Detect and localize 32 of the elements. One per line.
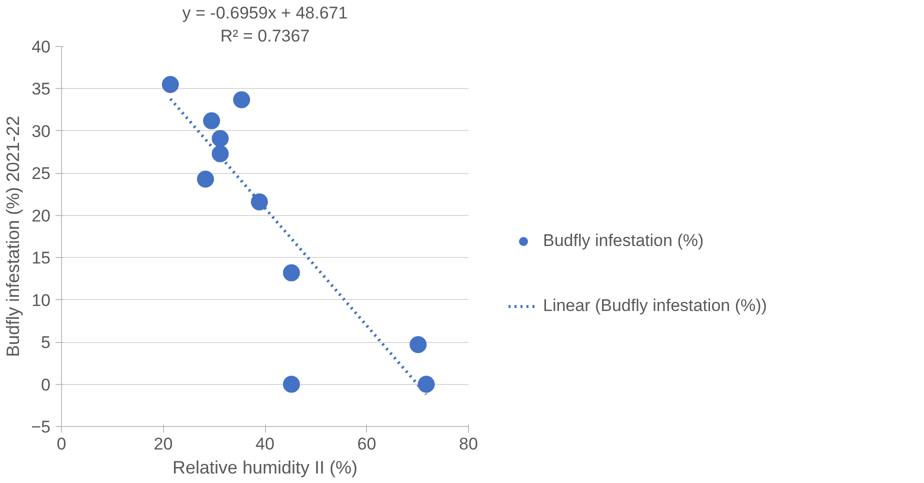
point bbox=[418, 376, 435, 393]
y-tick-label: 35 bbox=[32, 80, 51, 99]
point bbox=[250, 193, 268, 210]
y-tick-label: 5 bbox=[41, 333, 51, 352]
point bbox=[212, 130, 229, 148]
point bbox=[282, 376, 300, 393]
y-axis-title: Budfly infestation (%) 2021-22 bbox=[3, 116, 24, 358]
x-tick-label: 60 bbox=[357, 434, 376, 454]
y-tick-label: 15 bbox=[32, 248, 51, 268]
point bbox=[203, 112, 220, 130]
y-tick-label: 30 bbox=[32, 122, 51, 141]
point bbox=[233, 91, 250, 108]
y-tick-label: 25 bbox=[32, 164, 51, 184]
x-tick-label: 40 bbox=[256, 434, 274, 454]
point bbox=[410, 336, 427, 354]
x-axis-title: Relative humidity II (%) bbox=[172, 458, 358, 478]
x-tick-label: 0 bbox=[56, 434, 66, 454]
y-tick-label: 10 bbox=[32, 290, 51, 310]
text: y = -0.6959x + 48.671 bbox=[182, 4, 348, 22]
y-tick-label: 20 bbox=[32, 206, 51, 226]
point bbox=[196, 170, 214, 188]
point bbox=[212, 145, 229, 162]
legend-label: Budfly infestation (%) bbox=[543, 231, 704, 251]
point bbox=[162, 76, 179, 93]
x-tick-label: 20 bbox=[154, 434, 173, 454]
y-tick-label: −5 bbox=[31, 418, 51, 436]
legend-label: Linear (Budfly infestation (%)) bbox=[543, 296, 767, 316]
y-tick-label: 0 bbox=[41, 375, 51, 394]
x-tick-label: 80 bbox=[459, 434, 478, 454]
y-tick-label: 40 bbox=[32, 38, 51, 56]
text: R² = 0.7367 bbox=[220, 26, 310, 46]
point bbox=[282, 264, 300, 282]
